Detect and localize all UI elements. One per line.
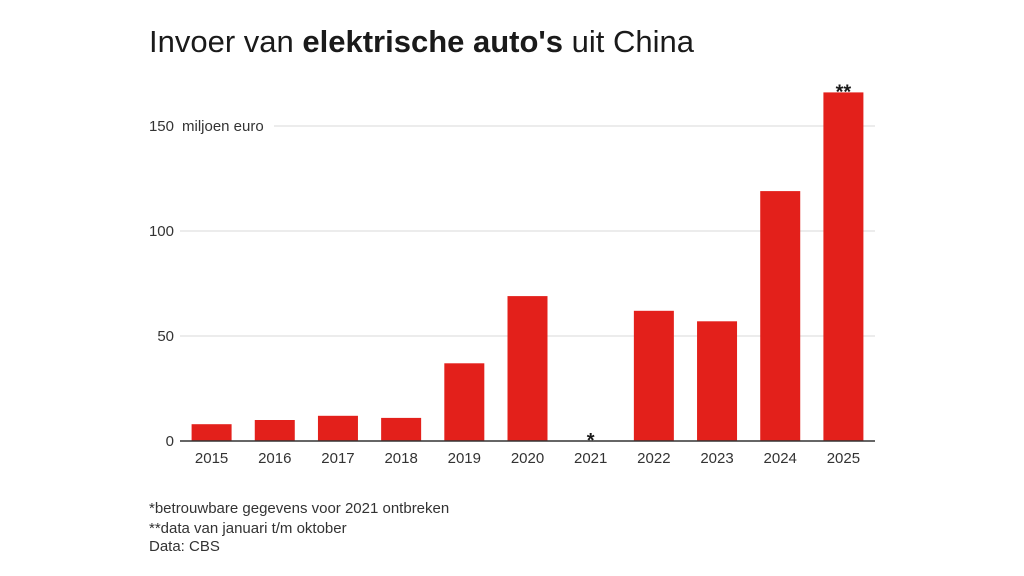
footnote-2021: *betrouwbare gegevens voor 2021 ontbreke… bbox=[149, 500, 450, 517]
title-prefix: Invoer van bbox=[149, 24, 303, 59]
x-tick-label-2019: 2019 bbox=[448, 450, 481, 467]
x-tick-label-2015: 2015 bbox=[195, 450, 228, 467]
data-source: Data: CBS bbox=[149, 538, 220, 555]
x-tick-label-2023: 2023 bbox=[700, 450, 733, 467]
bar-annotation-2025: ** bbox=[836, 81, 852, 103]
x-tick-label-2025: 2025 bbox=[827, 450, 860, 467]
x-tick-label-2016: 2016 bbox=[258, 450, 291, 467]
x-tick-label-2021: 2021 bbox=[574, 450, 607, 467]
bar-2015 bbox=[191, 424, 232, 441]
y-tick-label-100: 100 bbox=[149, 223, 174, 240]
x-tick-label-2022: 2022 bbox=[637, 450, 670, 467]
y-tick-label-0: 0 bbox=[166, 433, 174, 450]
bar-2022 bbox=[633, 310, 674, 441]
bar-2025 bbox=[823, 92, 864, 442]
chart-title: Invoer van elektrische auto's uit China bbox=[149, 24, 694, 60]
bar-2019 bbox=[444, 363, 485, 441]
bar-2016 bbox=[254, 420, 295, 441]
bar-2018 bbox=[381, 417, 422, 441]
x-tick-label-2017: 2017 bbox=[321, 450, 354, 467]
y-unit-label: miljoen euro bbox=[182, 118, 264, 135]
title-suffix: uit China bbox=[563, 24, 694, 59]
y-tick-label-150: 150 bbox=[149, 118, 174, 135]
bar-2020 bbox=[507, 296, 548, 441]
bar-2024 bbox=[760, 191, 801, 441]
x-tick-label-2018: 2018 bbox=[384, 450, 417, 467]
bar-2023 bbox=[697, 321, 738, 441]
x-tick-label-2024: 2024 bbox=[764, 450, 797, 467]
x-tick-label-2020: 2020 bbox=[511, 450, 544, 467]
footnote-2025: **data van januari t/m oktober bbox=[149, 520, 347, 537]
title-bold: elektrische auto's bbox=[302, 24, 564, 59]
y-tick-label-50: 50 bbox=[157, 328, 174, 345]
bar-2017 bbox=[317, 415, 358, 441]
